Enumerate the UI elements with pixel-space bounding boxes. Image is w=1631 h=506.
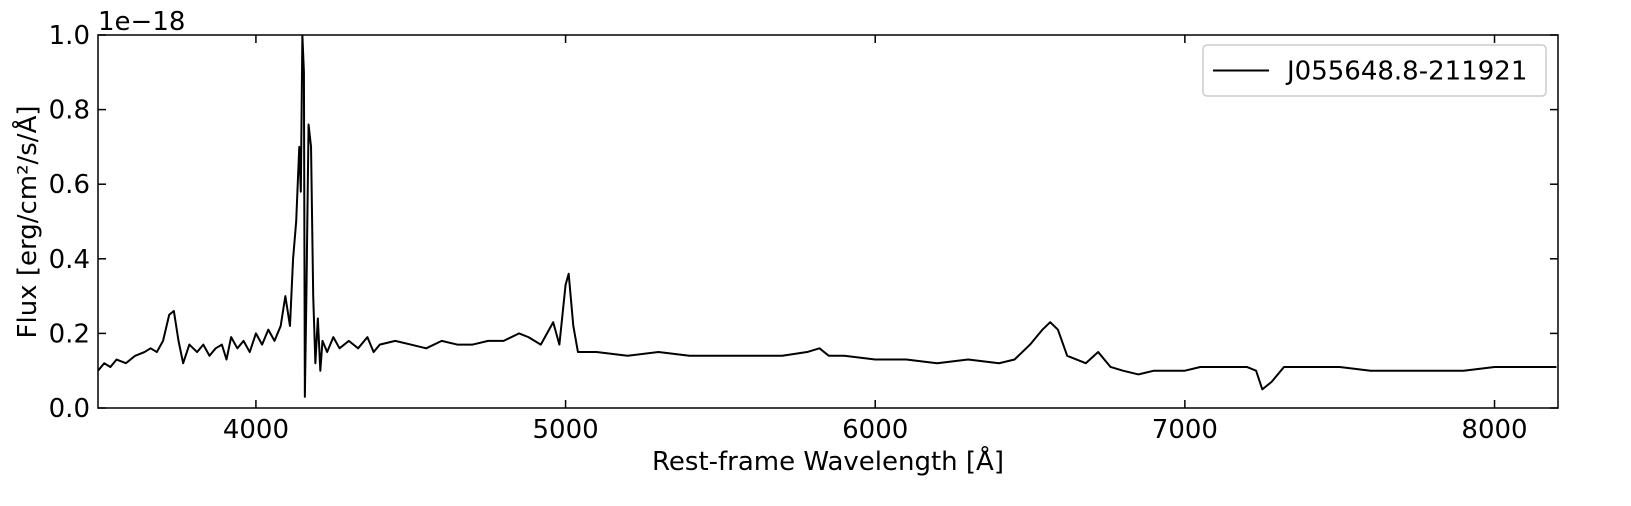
offset-text: 1e−18 [98, 7, 185, 37]
x-tick-label: 5000 [532, 415, 598, 445]
y-tick-label: 0.6 [49, 170, 90, 200]
x-axis-label: Rest-frame Wavelength [Å] [652, 445, 1004, 477]
x-tick-label: 4000 [223, 415, 289, 445]
y-tick-label: 1.0 [49, 21, 90, 51]
y-tick-label: 0.4 [49, 245, 90, 275]
legend-box [1202, 44, 1547, 97]
x-tick-label: 7000 [1152, 415, 1218, 445]
plot-frame [97, 34, 1559, 409]
x-tick-label: 6000 [842, 415, 908, 445]
y-tick-label: 0.2 [49, 319, 90, 349]
y-axis-label: Flux [erg/cm²/s/Å] [11, 106, 43, 339]
x-tick-label: 8000 [1461, 415, 1527, 445]
y-tick-label: 0.0 [49, 394, 90, 424]
legend-label: J055648.8-211921 [1285, 57, 1527, 87]
y-tick-label: 0.8 [49, 96, 90, 126]
spectrum-line [98, 35, 1557, 398]
